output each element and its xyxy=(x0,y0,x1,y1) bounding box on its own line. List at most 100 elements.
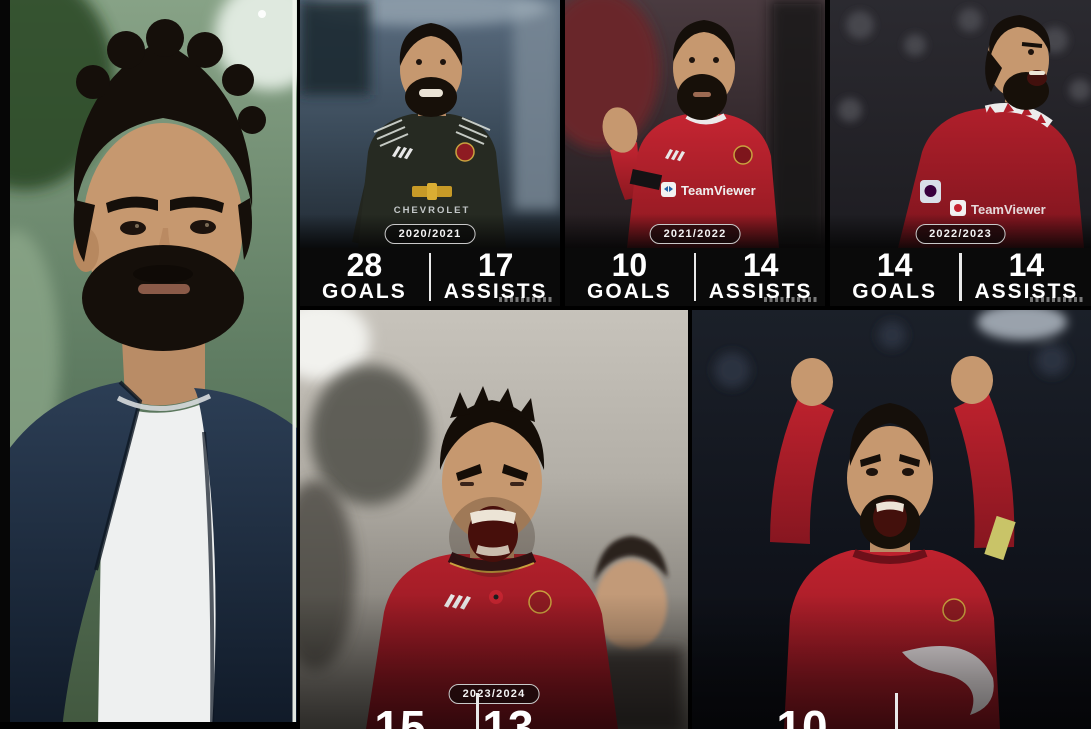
raised-arm-right xyxy=(954,392,1015,548)
goals-number-partial: 15 xyxy=(374,701,426,729)
season-badge: 2021/2022 xyxy=(649,224,741,244)
stat-divider xyxy=(693,253,697,301)
player-red-kit-shouting: TeamViewer xyxy=(898,15,1084,248)
goals-label: GOALS xyxy=(587,280,672,303)
eye xyxy=(416,59,422,65)
player-photo-2022-23: TeamViewer xyxy=(830,0,1091,248)
season-panel-2020-21: CHEVROLET 2020/2021 28 GOALS 17 ASSISTS xyxy=(300,0,560,306)
coach-portrait xyxy=(0,0,297,729)
season-panel-2022-23: TeamViewer 2022/2023 14 GOALS 14 ASSISTS xyxy=(830,0,1091,306)
season-panel-latest: 10 xyxy=(692,310,1091,729)
mustache xyxy=(133,265,193,283)
squinting-eye xyxy=(460,482,474,486)
collar-triangles xyxy=(985,103,1046,123)
season-label: 2023/2024 xyxy=(462,688,526,700)
hair-back xyxy=(985,50,1002,92)
spiky-hair xyxy=(439,386,545,470)
eyebrow xyxy=(899,454,920,467)
eye xyxy=(866,468,878,476)
teeth xyxy=(1029,71,1045,75)
goals-stat: 10 GOALS xyxy=(565,248,694,306)
season-label: 2022/2023 xyxy=(929,228,992,240)
goals-number: 14 xyxy=(876,247,913,283)
eye xyxy=(902,468,914,476)
eyebrows xyxy=(106,196,224,213)
teamviewer-arrows xyxy=(664,186,673,192)
mouth xyxy=(138,284,190,294)
assists-stat: 17 ASSISTS xyxy=(431,248,560,306)
squinting-eye xyxy=(510,482,524,486)
smile-teeth xyxy=(419,89,443,97)
assists-label: ASSISTS xyxy=(708,280,813,303)
adidas-logo-icon xyxy=(665,149,685,162)
fist-right xyxy=(951,356,993,404)
collar-band xyxy=(984,103,1053,128)
assists-number-partial: 13 xyxy=(482,701,534,729)
assists-number: 14 xyxy=(1008,247,1045,283)
season-label: 2020/2021 xyxy=(398,228,462,240)
eyes xyxy=(120,220,216,235)
watermark xyxy=(764,297,818,302)
goals-stat: 14 GOALS xyxy=(830,248,959,306)
curly-hair xyxy=(73,19,266,262)
background-bokeh xyxy=(565,0,825,248)
eyebrow xyxy=(502,464,528,481)
hair xyxy=(989,15,1051,58)
player-photo-2021-22: TeamViewer xyxy=(565,0,825,248)
jersey-sponsor-text: TeamViewer xyxy=(971,202,1046,217)
raised-arm-left xyxy=(770,394,834,544)
teeth xyxy=(876,501,904,512)
club-crest-icon xyxy=(455,142,475,162)
club-crest-icon xyxy=(733,145,753,165)
eye xyxy=(713,57,719,63)
photo-shade xyxy=(300,594,688,729)
season-panel-2021-22: TeamViewer 2021/2022 10 GOALS 14 ASSISTS xyxy=(565,0,825,306)
left-black-strip xyxy=(0,0,10,729)
goals-label: GOALS xyxy=(852,280,937,303)
assists-label: ASSISTS xyxy=(974,280,1079,303)
stats-band: 10 GOALS 14 ASSISTS xyxy=(565,248,825,306)
eyebrow xyxy=(456,464,482,481)
season-badge: 2022/2023 xyxy=(915,224,1006,244)
goals-number: 28 xyxy=(346,247,383,283)
bottom-black-strip xyxy=(0,722,297,729)
blazer-left xyxy=(0,382,140,729)
upper-teeth xyxy=(470,509,516,524)
jersey-sponsor-text: TeamViewer xyxy=(681,183,756,198)
lapel-line-right xyxy=(202,431,215,729)
eyebrow xyxy=(1021,42,1043,48)
teamviewer-logo-icon xyxy=(661,182,676,197)
goals-stat: 28 GOALS xyxy=(300,248,429,306)
raised-hand xyxy=(602,107,638,153)
blazer-right xyxy=(194,388,297,729)
jersey-sponsor-text: CHEVROLET xyxy=(394,205,471,216)
photo-shade xyxy=(692,594,1091,729)
fist-left xyxy=(791,358,833,406)
assists-label: ASSISTS xyxy=(443,280,548,303)
stat-divider xyxy=(428,253,432,301)
stats-band: 28 GOALS 17 ASSISTS xyxy=(300,248,560,306)
assists-stat: 14 ASSISTS xyxy=(962,248,1091,306)
tee-collar xyxy=(116,393,212,411)
hair xyxy=(849,403,931,466)
assists-stat: 14 ASSISTS xyxy=(696,248,825,306)
torso xyxy=(898,108,1084,248)
eye xyxy=(440,59,446,65)
premier-league-lion xyxy=(924,185,937,197)
adidas-logo-icon xyxy=(392,146,413,160)
chevrolet-bowtie-center xyxy=(427,183,437,200)
gold-collar-trim xyxy=(449,562,535,573)
captain-armband xyxy=(629,169,663,190)
season-panel-2023-24: Team xyxy=(300,310,688,729)
mouth xyxy=(693,92,711,97)
background-bokeh xyxy=(838,8,1091,122)
background-bokeh xyxy=(300,0,560,210)
stat-divider xyxy=(476,693,479,729)
collar xyxy=(852,549,928,564)
beard xyxy=(82,245,244,351)
watermark xyxy=(1030,297,1084,302)
teamviewer-glyph xyxy=(954,204,962,212)
lapel-line xyxy=(94,380,143,571)
white-tshirt xyxy=(98,397,228,729)
